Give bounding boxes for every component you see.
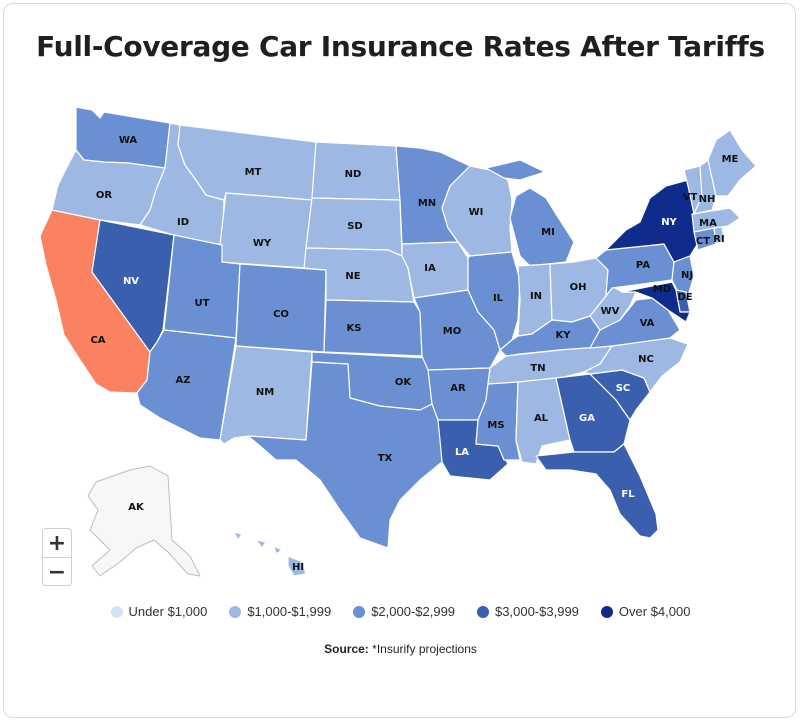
legend-label: Over $4,000 — [618, 604, 691, 619]
zoom-control: + − — [42, 528, 72, 586]
state-me[interactable] — [707, 129, 757, 197]
label-sd: SD — [347, 221, 363, 232]
label-ia: IA — [424, 263, 436, 274]
label-wi: WI — [469, 207, 484, 218]
legend: Under $1,000 $1,000-$1,999 $2,000-$2,999… — [0, 604, 801, 619]
label-nm: NM — [256, 387, 274, 398]
zoom-in-button[interactable]: + — [43, 529, 71, 558]
label-de: DE — [677, 292, 692, 303]
legend-label: $3,000-$3,999 — [495, 604, 579, 619]
label-mi: MI — [541, 227, 555, 238]
state-co[interactable] — [235, 263, 327, 353]
state-wy[interactable] — [217, 192, 313, 269]
legend-item[interactable]: $2,000-$2,999 — [353, 604, 455, 619]
label-ok: OK — [395, 377, 413, 388]
label-tn: TN — [530, 363, 545, 374]
label-la: LA — [455, 447, 469, 458]
map-title: Full-Coverage Car Insurance Rates After … — [36, 30, 765, 63]
label-ky: KY — [556, 330, 572, 341]
label-ca: CA — [90, 335, 105, 346]
label-wy: WY — [253, 238, 272, 249]
label-id: ID — [177, 217, 189, 228]
source-prefix: Source: — [324, 642, 369, 656]
label-il: IL — [493, 293, 504, 304]
legend-swatch — [110, 605, 123, 618]
state-mi[interactable] — [485, 159, 575, 267]
label-ks: KS — [347, 323, 362, 334]
label-nd: ND — [345, 169, 362, 180]
legend-label: Under $1,000 — [128, 604, 208, 619]
state-tx[interactable] — [247, 361, 443, 549]
label-ny: NY — [661, 217, 677, 228]
label-pa: PA — [636, 260, 650, 271]
zoom-out-button[interactable]: − — [47, 559, 67, 585]
legend-item[interactable]: $1,000-$1,999 — [229, 604, 331, 619]
state-md[interactable] — [621, 281, 691, 323]
label-wv: WV — [601, 306, 620, 317]
label-sc: SC — [616, 383, 631, 394]
label-wa: WA — [119, 135, 138, 146]
state-hi[interactable] — [233, 531, 307, 577]
label-nj: NJ — [681, 270, 693, 281]
label-nh: NH — [699, 194, 716, 205]
source-text: *Insurify projections — [372, 642, 477, 656]
label-co: CO — [273, 309, 289, 320]
state-ma[interactable] — [691, 207, 741, 233]
label-va: VA — [640, 318, 655, 329]
legend-swatch — [600, 605, 613, 618]
label-ar: AR — [450, 383, 466, 394]
legend-label: $2,000-$2,999 — [371, 604, 456, 619]
legend-swatch — [353, 605, 366, 618]
label-mn: MN — [418, 198, 436, 209]
label-nc: NC — [638, 354, 654, 365]
legend-item[interactable]: Over $4,000 — [600, 604, 691, 619]
state-nj[interactable] — [671, 255, 695, 297]
label-al: AL — [534, 413, 549, 424]
legend-swatch — [477, 605, 490, 618]
label-ct: CT — [696, 236, 710, 247]
label-ut: UT — [195, 298, 210, 309]
label-in: IN — [530, 291, 542, 302]
label-ga: GA — [579, 413, 595, 424]
legend-label: $1,000-$1,999 — [247, 604, 332, 619]
label-tx: TX — [378, 453, 393, 464]
label-hi: HI — [292, 562, 304, 573]
state-nc[interactable] — [583, 337, 689, 393]
label-ms: MS — [487, 420, 504, 431]
legend-swatch — [229, 605, 242, 618]
label-or: OR — [96, 190, 113, 201]
label-ne: NE — [345, 271, 360, 282]
label-vt: VT — [683, 192, 698, 203]
label-md: MD — [653, 284, 671, 295]
label-ri: RI — [713, 234, 724, 245]
label-fl: FL — [621, 489, 635, 500]
label-mt: MT — [245, 167, 262, 178]
label-ma: MA — [699, 218, 717, 229]
label-ak: AK — [128, 502, 145, 513]
state-nm[interactable] — [219, 345, 313, 445]
label-oh: OH — [570, 282, 587, 293]
legend-item[interactable]: $3,000-$3,999 — [477, 604, 579, 619]
source-note: Source: *Insurify projections — [0, 642, 801, 656]
state-labels: WA OR CA ID NV MT WY UT AZ CO NM ND SD N… — [90, 135, 738, 573]
state-ak[interactable] — [87, 465, 201, 577]
label-az: AZ — [176, 375, 191, 386]
state-fl[interactable] — [535, 443, 659, 539]
legend-item[interactable]: Under $1,000 — [110, 604, 208, 619]
state-ks[interactable] — [323, 299, 423, 357]
label-mo: MO — [443, 326, 461, 337]
label-nv: NV — [123, 276, 139, 287]
label-me: ME — [722, 154, 739, 165]
